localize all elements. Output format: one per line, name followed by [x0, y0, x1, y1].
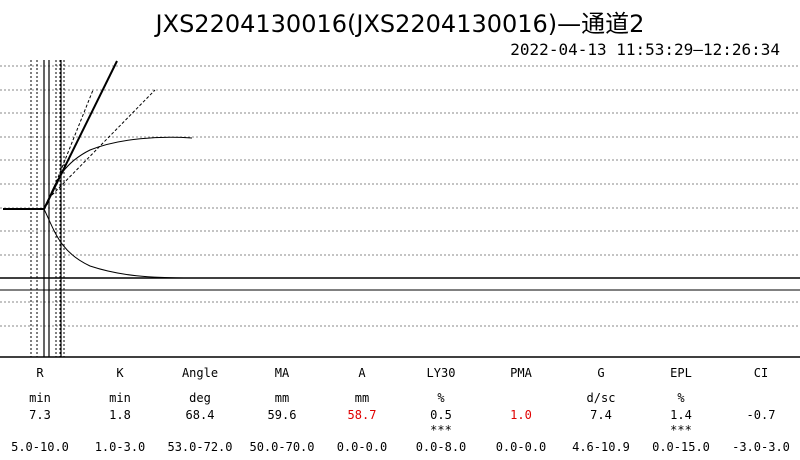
result-name: K: [116, 366, 124, 380]
angle-tangent-dashed: [46, 89, 94, 206]
result-name: Angle: [181, 366, 219, 380]
result-column-ly30: LY30% 0.5 *** 0.0-8.0: [401, 360, 481, 460]
result-stars: ***: [430, 423, 452, 437]
result-range: -3.0-3.0: [732, 440, 790, 454]
vertical-markers: [30, 60, 65, 357]
result-value: 0.5: [430, 408, 452, 422]
result-column-epl: EPL% 1.4 *** 0.0-15.0: [641, 360, 721, 460]
result-unit: mm: [354, 391, 370, 405]
lower-envelope-trace: [43, 208, 193, 279]
result-value: 68.4: [185, 408, 215, 422]
result-range: 0.0-15.0: [652, 440, 710, 454]
result-name: CI: [753, 366, 769, 380]
trace-curves: [3, 60, 193, 279]
result-value: 1.4: [670, 408, 692, 422]
result-name: A: [358, 366, 366, 380]
chart-title: JXS2204130016(JXS2204130016)—通道2: [155, 10, 645, 38]
result-name: MA: [274, 366, 290, 380]
result-range: 1.0-3.0: [94, 440, 146, 454]
result-range: 53.0-72.0: [167, 440, 233, 454]
result-value: 1.8: [109, 408, 131, 422]
teg-tracing-chart: [0, 60, 800, 358]
result-range: 50.0-70.0: [249, 440, 315, 454]
result-unit: %: [677, 391, 685, 405]
result-stars: ***: [670, 423, 692, 437]
result-value: 58.7: [347, 408, 377, 422]
result-name: EPL: [670, 366, 692, 380]
result-name: PMA: [510, 366, 532, 380]
result-value: 7.4: [590, 408, 612, 422]
result-range: 0.0-0.0: [495, 440, 547, 454]
result-range: 0.0-0.0: [336, 440, 388, 454]
result-unit: min: [109, 391, 131, 405]
result-value: 7.3: [29, 408, 51, 422]
upper-envelope-trace: [43, 136, 193, 210]
result-column-pma: PMA 1.0 0.0-0.0: [481, 360, 561, 460]
result-column-angle: Angle deg 68.4 53.0-72.0: [160, 360, 240, 460]
angle-tangent-line: [43, 60, 118, 210]
result-name: LY30: [426, 366, 456, 380]
result-name: G: [597, 366, 605, 380]
result-range: 4.6-10.9: [572, 440, 630, 454]
result-unit: min: [29, 391, 51, 405]
result-unit: d/sc: [586, 391, 616, 405]
result-value: -0.7: [746, 408, 776, 422]
result-column-ma: MA mm 59.6 50.0-70.0: [242, 360, 322, 460]
result-value: 1.0: [510, 408, 532, 422]
angle-tangent-dashed: [51, 89, 156, 196]
result-name: R: [36, 366, 44, 380]
result-unit: deg: [189, 391, 211, 405]
result-unit: mm: [274, 391, 290, 405]
time-range-label: 2022-04-13 11:53:29—12:26:34: [510, 40, 780, 59]
result-column-ci: CI -0.7 -3.0-3.0: [721, 360, 800, 460]
result-range: 5.0-10.0: [11, 440, 69, 454]
grid-lines: [0, 65, 800, 327]
result-range: 0.0-8.0: [415, 440, 467, 454]
result-unit: %: [437, 391, 445, 405]
result-value: 59.6: [267, 408, 297, 422]
